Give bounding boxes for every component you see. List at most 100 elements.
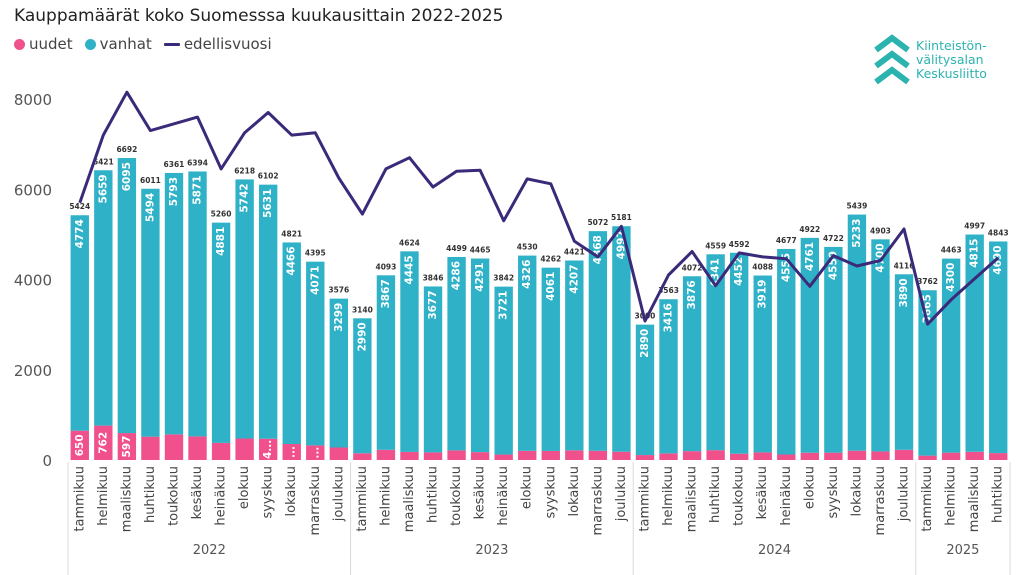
logo: Kiinteistön- välitysalan Keskusliitto [874,34,987,86]
total-label: 6011 [140,176,161,185]
bar-uudet [164,434,184,460]
x-tick-label: maaliskuu [119,466,134,532]
vanhat-label: 5793 [168,177,180,206]
vanhat-label: 4881 [215,227,227,256]
bar-vanhat [235,179,254,439]
x-tick-label: heinäkuu [214,466,229,526]
legend-item-edellisvuosi[interactable]: edellisvuosi [163,35,272,53]
vanhat-label: 3299 [333,303,345,332]
bar-vanhat [494,286,513,455]
x-tick-label: syyskuu [261,466,276,519]
bar-uudet [659,453,678,460]
vanhat-label: 4207 [568,265,580,294]
total-label: 4093 [375,262,396,271]
bar-uudet [941,452,961,460]
vanhat-label: 6095 [121,162,133,191]
x-tick-label: elokuu [520,466,535,509]
vanhat-label: 4690 [992,245,1004,274]
vanhat-label: 4061 [545,272,557,301]
vanhat-label: 4326 [521,260,533,289]
x-tick-label: marraskuu [308,466,323,535]
x-tick-label: kesäkuu [473,466,488,519]
x-tick-label: elokuu [237,466,252,509]
bar-vanhat [918,290,937,456]
bar-uudet [800,452,820,460]
bar-vanhat [800,237,820,453]
bar-uudet [470,452,490,460]
bar-uudet [282,443,301,460]
bar-uudet [141,436,160,460]
bar-uudet [565,450,584,460]
bar-uudet [353,453,372,460]
total-label: 4072 [682,263,703,272]
x-tick-label: tammikuu [920,466,935,532]
total-label: 4465 [470,246,491,255]
vanhat-label: 3677 [427,290,439,319]
x-tick-label: syyskuu [826,466,841,519]
logo-text: Kiinteistön- välitysalan Keskusliitto [916,39,987,81]
y-tick-label: 6000 [14,181,52,199]
total-label: 4116 [894,261,915,270]
bar-vanhat [94,170,113,426]
bar-vanhat [164,172,184,435]
total-label: 6692 [116,145,137,154]
year-label: 2023 [475,543,508,558]
bar-uudet [94,425,113,460]
vanhat-label: 4286 [451,261,463,290]
vanhat-label: 2890 [639,329,651,358]
x-tick-label: huhtikuu [143,466,158,523]
year-label: 2022 [193,543,226,558]
bar-vanhat [753,275,772,453]
uudet-label: 762 [97,432,109,454]
total-label: 4922 [799,225,820,234]
x-tick-label: toukokuu [449,466,464,526]
total-label: 4592 [729,240,750,249]
x-tick-label: helmikuu [661,466,676,526]
x-tick-label: heinäkuu [779,466,794,526]
vanhat-label: 4761 [804,242,816,271]
legend-swatch-vanhat [84,38,96,50]
legend-item-vanhat[interactable]: vanhat [84,35,152,53]
uudet-label: 4... [262,440,274,459]
x-tick-label: maaliskuu [685,466,700,532]
vanhat-label: 3919 [757,280,769,309]
vanhat-label: 4071 [309,266,321,295]
total-label: 3842 [493,274,514,283]
vanhat-label: 5631 [262,189,274,218]
x-tick-label: helmikuu [944,466,959,526]
total-label: 6218 [234,166,255,175]
total-label: 5181 [611,213,632,222]
bar-uudet [494,454,513,460]
vanhat-label: 4291 [474,263,486,292]
legend-label-edellisvuosi: edellisvuosi [183,35,272,53]
uudet-label: ... [309,447,321,459]
total-label: 3563 [658,286,679,295]
total-label: 3140 [352,305,373,314]
x-tick-label: joulukuu [897,466,912,522]
bar-vanhat [400,251,419,452]
y-tick-label: 8000 [14,91,52,109]
total-label: 6361 [164,160,185,169]
legend-item-uudet[interactable]: uudet [14,35,73,53]
bar-uudet [70,430,89,460]
bar-vanhat [141,188,160,437]
legend-swatch-uudet [14,38,25,50]
bar-uudet [635,455,655,460]
bar-uudet [518,450,537,460]
bar-uudet [824,452,843,460]
vanhat-label: 3890 [898,278,910,307]
bar-vanhat [612,226,631,452]
bar-vanhat [989,241,1008,454]
bar-uudet [682,451,702,460]
logo-chevrons-icon [874,34,910,85]
bar-vanhat [682,276,702,452]
bar-vanhat [188,171,207,437]
vanhat-label: 4868 [592,235,604,264]
bar-uudet [423,452,443,460]
y-tick-label: 0 [42,452,52,470]
logo-line-3: Keskusliitto [916,66,987,81]
vanhat-label: 4445 [403,255,415,284]
vanhat-label: 4452 [733,257,745,286]
bar-vanhat [541,267,560,451]
total-label: 4722 [823,234,844,243]
